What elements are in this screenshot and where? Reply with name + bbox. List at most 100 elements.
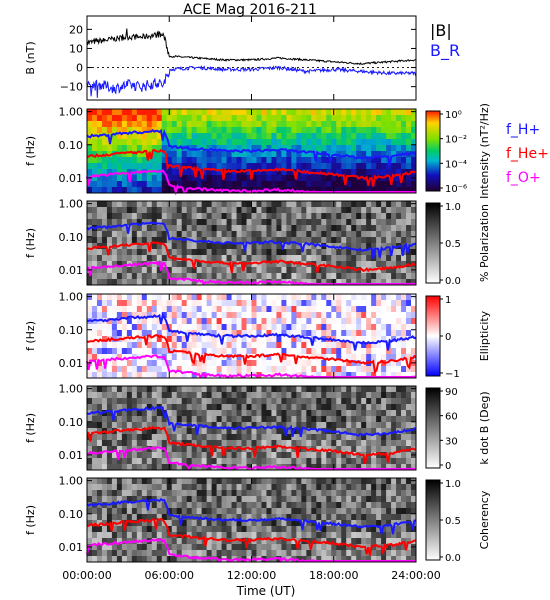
heatmap-cell [296,187,302,194]
heatmap-cell [271,354,277,361]
heatmap-cell [87,324,93,331]
heatmap-cell [256,121,262,128]
heatmap-cell [261,532,267,539]
heatmap-cell [316,121,322,128]
heatmap-cell [181,556,188,563]
heatmap-cell [181,452,188,459]
heatmap-cell [406,514,412,521]
heatmap-cell [371,145,377,152]
heatmap-cell [281,231,287,238]
heatmap-cell [91,354,98,361]
heatmap-cell [306,526,312,533]
heatmap-cell [331,318,337,325]
heatmap-cell [106,237,113,244]
heatmap-cell [356,556,362,563]
heatmap-cell [186,139,193,146]
heatmap-cell [116,550,123,557]
heatmap-cell [151,213,158,220]
heatmap-cell [361,416,367,423]
heatmap-cell [196,452,203,459]
heatmap-cell [261,410,267,417]
heatmap-cell [111,452,118,459]
heatmap-cell [301,175,307,182]
heatmap-cell [126,404,133,411]
heatmap-cell [386,294,392,301]
heatmap-cell [221,348,227,355]
heatmap-cell [176,115,183,122]
heatmap-cell [261,434,267,441]
heatmap-cell [216,121,222,128]
heatmap-cell [216,550,222,557]
heatmap-cell [181,366,188,373]
heatmap-cell [216,267,222,274]
heatmap-cell [151,163,158,170]
heatmap-cell [101,145,108,152]
heatmap-cell [101,231,108,238]
heatmap-cell [321,514,327,521]
heatmap-cell [366,237,372,244]
heatmap-cell [221,243,227,250]
heatmap-cell [176,464,183,471]
heatmap-cell [316,157,322,164]
heatmap-cell [346,231,352,238]
heatmap-cell [276,267,282,274]
heatmap-cell [101,464,108,471]
heatmap-cell [326,294,332,301]
heatmap-cell [116,526,123,533]
heatmap-cell [131,273,138,280]
heatmap-cell [181,127,188,134]
heatmap-cell [351,133,357,140]
heatmap-cell [206,404,213,411]
heatmap-cell [411,330,417,337]
heatmap-cell [186,255,193,262]
heatmap-cell [381,169,387,176]
heatmap-cell [331,532,337,539]
heatmap-cell [191,175,198,182]
colorbar-tick-label: 1.0 [445,479,461,490]
heatmap-cell [201,294,208,301]
coherency-panel: 1.000.100.01f (Hz)00:00:00 06:00:00 12:00:… [24,475,491,582]
heatmap-cell [121,231,128,238]
heatmap-cell [106,273,113,280]
heatmap-cell [186,279,193,286]
heatmap-cell [91,151,98,158]
heatmap-cell [371,139,377,146]
heatmap-cell [126,544,133,551]
heatmap-cell [406,267,412,274]
heatmap-cell [291,115,297,122]
heatmap-cell [216,484,222,491]
heatmap-cell [271,255,277,262]
heatmap-cell [136,458,143,465]
heatmap-cell [241,294,247,301]
heatmap-cell [366,163,372,170]
heatmap-cell [216,318,222,325]
heatmap-cell [301,127,307,134]
heatmap-cell [311,514,317,521]
ellipticity-heatmap [87,294,417,379]
heatmap-cell [411,392,417,399]
heatmap-cell [216,249,222,256]
heatmap-cell [381,404,387,411]
heatmap-cell [106,490,113,497]
heatmap-cell [366,219,372,226]
heatmap-cell [111,490,118,497]
heatmap-cell [176,133,183,140]
heatmap-cell [351,496,357,503]
heatmap-cell [146,478,153,485]
heatmap-cell [346,279,352,286]
heatmap-cell [226,157,232,164]
heatmap-cell [96,127,103,134]
heatmap-cell [121,225,128,232]
heatmap-cell [156,163,163,170]
heatmap-cell [141,484,148,491]
heatmap-cell [206,532,213,539]
heatmap-cell [411,306,417,313]
heatmap-cell [201,127,208,134]
legend-gyrofrequency: f_He+ [506,146,549,162]
heatmap-cell [111,169,118,176]
heatmap-cell [181,157,188,164]
heatmap-cell [161,386,168,393]
heatmap-cell [286,151,292,158]
heatmap-cell [156,279,163,286]
heatmap-cell [111,127,118,134]
